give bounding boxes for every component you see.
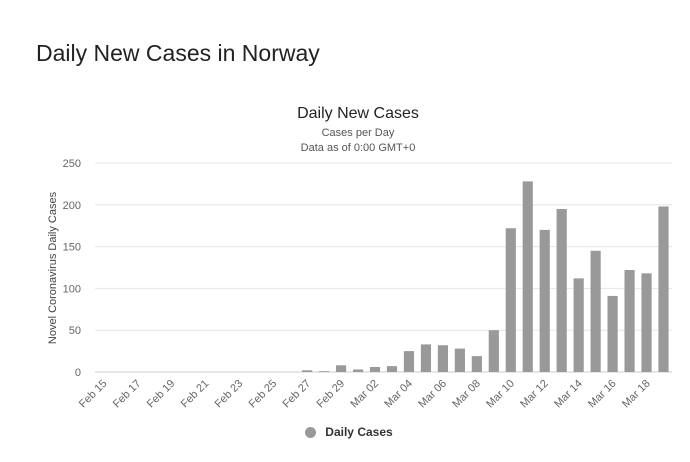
x-tick-label: Mar 14 xyxy=(552,378,585,411)
x-tick-label: Mar 02 xyxy=(348,378,381,411)
x-axis-ticks: Feb 15 Feb 17 Feb 19 Feb 21 Feb 23 Feb 25 Feb … xyxy=(77,378,653,411)
bar-mar-19[interactable] xyxy=(658,206,669,372)
bar-mar-11[interactable] xyxy=(522,181,533,372)
bar-mar-15[interactable] xyxy=(590,250,601,372)
bar-feb-28[interactable] xyxy=(319,371,330,372)
grid-lines xyxy=(95,162,672,373)
bar-mar-10[interactable] xyxy=(505,228,516,372)
x-tick-label: Feb 29 xyxy=(314,378,347,411)
x-tick-label: Feb 23 xyxy=(213,378,246,411)
x-tick-label: Feb 19 xyxy=(145,378,178,411)
y-tick-label: 150 xyxy=(63,242,81,254)
bar-mar-09[interactable] xyxy=(488,330,499,372)
x-tick-label: Mar 04 xyxy=(382,378,415,411)
bar-mar-17[interactable] xyxy=(624,270,635,372)
y-tick-label: 100 xyxy=(63,283,81,295)
x-tick-label: Mar 06 xyxy=(416,378,449,411)
legend-label: Daily Cases xyxy=(325,425,393,439)
bar-mar-01[interactable] xyxy=(352,369,364,372)
bar-feb-29[interactable] xyxy=(335,365,347,372)
bar-mar-04[interactable] xyxy=(403,351,415,372)
legend-marker-icon xyxy=(305,426,317,438)
x-tick-label: Feb 15 xyxy=(77,378,110,411)
x-tick-label: Feb 21 xyxy=(179,378,212,411)
bar-mar-02[interactable] xyxy=(369,366,381,372)
x-tick-label: Feb 27 xyxy=(281,378,314,411)
bar-mar-07[interactable] xyxy=(454,348,465,372)
chart-subtitle-line-1: Cases per Day xyxy=(322,127,395,139)
bars xyxy=(302,181,669,372)
chart-subtitle-line-2: Data as of 0:00 GMT+0 xyxy=(301,142,416,154)
bar-mar-06[interactable] xyxy=(437,345,448,372)
chart-title: Daily New Cases xyxy=(297,105,419,122)
bar-mar-14[interactable] xyxy=(573,278,584,372)
page-title: Daily New Cases in Norway xyxy=(36,40,320,66)
x-tick-label: Mar 18 xyxy=(620,378,653,411)
bar-mar-03[interactable] xyxy=(386,366,398,372)
x-tick-label: Mar 16 xyxy=(586,378,619,411)
bar-mar-08[interactable] xyxy=(471,356,482,372)
bar-mar-16[interactable] xyxy=(607,295,618,372)
y-axis-ticks: 0 50 100 150 200 250 xyxy=(63,158,81,379)
bar-mar-13[interactable] xyxy=(556,208,567,372)
bar-mar-18[interactable] xyxy=(641,273,652,372)
x-tick-label: Feb 17 xyxy=(111,378,144,411)
x-tick-label: Feb 25 xyxy=(247,378,280,411)
y-tick-label: 50 xyxy=(69,325,81,337)
x-tick-label: Mar 10 xyxy=(484,378,517,411)
x-tick-label: Mar 08 xyxy=(450,378,483,411)
bar-feb-27[interactable] xyxy=(302,370,313,372)
y-tick-label: 0 xyxy=(75,367,81,379)
y-axis-label: Novel Coronavirus Daily Cases xyxy=(47,191,59,344)
y-tick-label: 250 xyxy=(63,158,81,170)
y-tick-label: 200 xyxy=(63,200,81,212)
bar-mar-05[interactable] xyxy=(420,344,432,372)
bar-mar-12[interactable] xyxy=(539,229,550,372)
x-tick-label: Mar 12 xyxy=(518,378,551,411)
legend[interactable]: Daily Cases xyxy=(0,425,690,439)
